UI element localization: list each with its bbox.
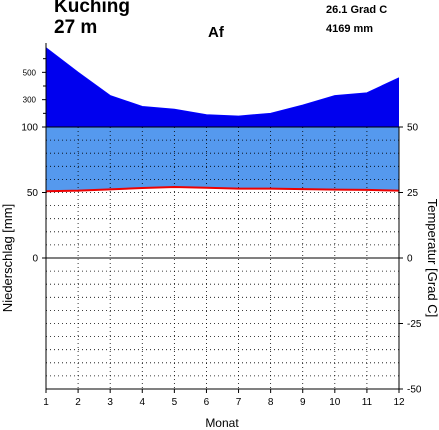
humid-area [46, 127, 399, 192]
left-tick-label: 0 [32, 254, 38, 265]
super-humid-area [46, 47, 399, 127]
station-elevation: 27 m [54, 17, 98, 38]
right-tick-label: -50 [407, 385, 422, 396]
station-name: Kuching [54, 0, 130, 17]
x-tick-label: 1 [43, 397, 49, 408]
koppen-class: Af [208, 24, 224, 41]
right-tick-label: 0 [407, 254, 413, 265]
x-tick-label: 7 [236, 397, 242, 408]
x-axis-label: Monat [205, 416, 239, 430]
annual-precipitation: 4169 mm [326, 23, 374, 35]
x-tick-label: 12 [393, 397, 405, 408]
left-upper-tick-label: 300 [23, 96, 37, 105]
left-tick-label: 50 [27, 188, 39, 199]
mean-temperature: 26.1 Grad C [326, 4, 388, 16]
x-tick-label: 6 [204, 397, 210, 408]
x-tick-label: 10 [329, 397, 341, 408]
right-axis-label: Temperatur [Grad C] [425, 199, 439, 318]
right-tick-label: -25 [407, 319, 422, 330]
x-tick-label: 9 [300, 397, 306, 408]
x-tick-label: 5 [172, 397, 178, 408]
left-axis-label: Niederschlag [mm] [0, 204, 15, 312]
x-tick-label: 11 [362, 397, 373, 408]
x-tick-label: 3 [107, 397, 113, 408]
left-upper-tick-label: 500 [23, 68, 37, 77]
right-tick-label: 50 [407, 123, 419, 134]
right-tick-label: 25 [407, 188, 419, 199]
precipitation-line [45, 47, 400, 117]
x-tick-label: 2 [75, 397, 81, 408]
left-tick-label: 100 [21, 123, 38, 134]
x-tick-label: 8 [268, 397, 274, 408]
temperature-line [45, 185, 400, 193]
x-tick-label: 4 [139, 397, 145, 408]
